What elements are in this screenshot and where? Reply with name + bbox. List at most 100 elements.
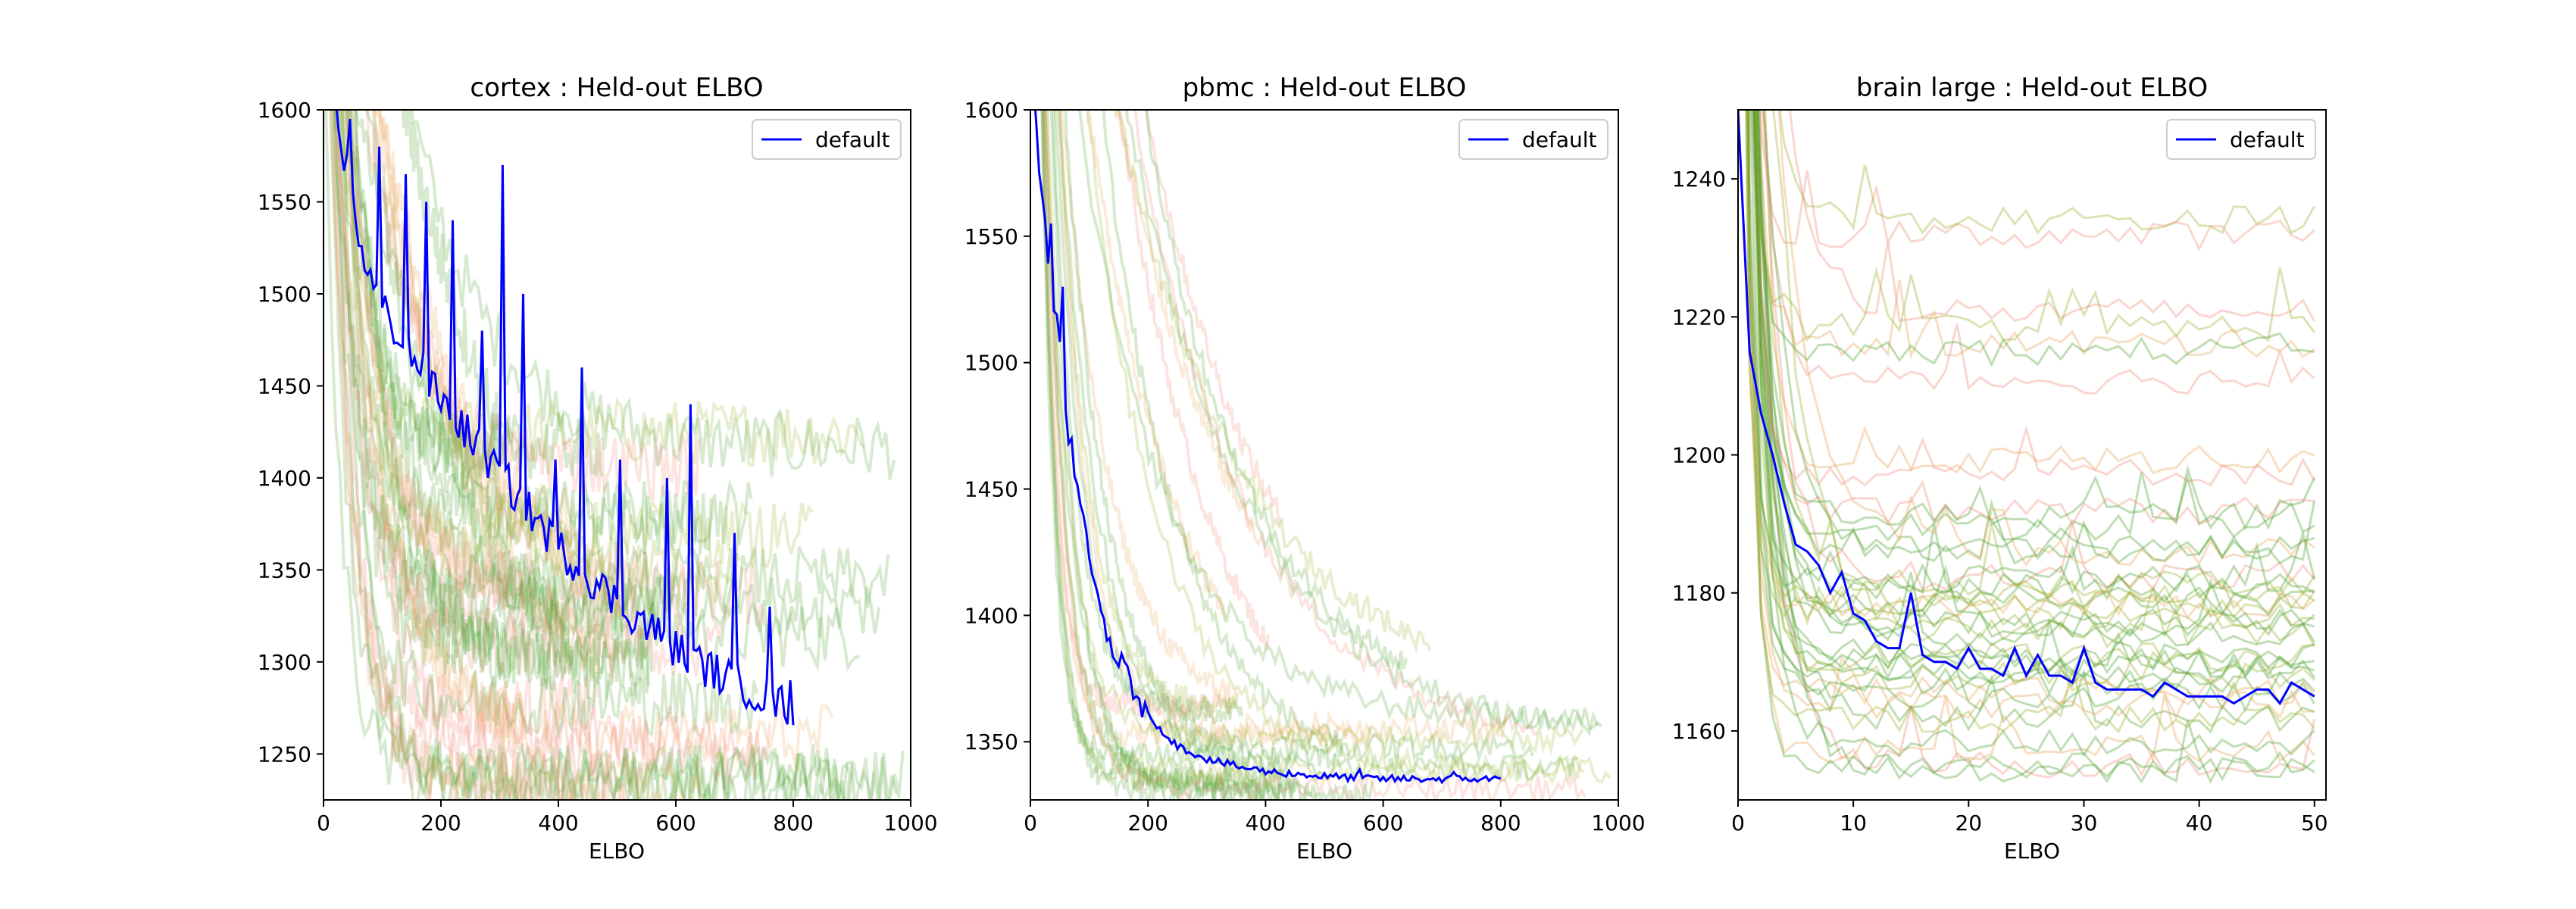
background-run-line <box>1753 110 2315 639</box>
y-tick-label: 1250 <box>258 742 311 767</box>
background-runs <box>324 110 905 800</box>
background-run-line <box>340 110 881 642</box>
series-default-line <box>1738 110 2315 706</box>
x-tick-label: 600 <box>655 811 696 836</box>
y-tick-label: 1350 <box>258 558 311 583</box>
y-tick-label: 1160 <box>1672 719 1726 744</box>
background-run-line <box>1054 110 1534 764</box>
legend: default <box>1458 119 1608 160</box>
background-run-line <box>1049 110 1281 800</box>
background-run-line <box>1750 110 2315 734</box>
background-run-line <box>1745 110 2315 734</box>
chart-title: cortex : Held-out ELBO <box>470 73 763 103</box>
x-axis-label: ELBO <box>589 839 645 864</box>
background-run-line <box>348 110 662 641</box>
background-run-line <box>350 110 713 558</box>
background-run-line <box>329 110 702 800</box>
background-run-line <box>378 110 621 617</box>
background-run-line <box>365 110 703 502</box>
background-run-line <box>1746 110 2316 714</box>
axes-frame <box>1737 109 2327 801</box>
background-run-line <box>1746 110 2315 696</box>
axes-frame <box>1030 109 1619 801</box>
background-run-line <box>1043 110 1233 792</box>
background-run-line <box>333 110 525 754</box>
background-run-line <box>1044 110 1587 800</box>
background-run-line <box>1752 110 2315 758</box>
background-run-line <box>1746 110 2316 610</box>
background-run-line <box>1040 110 1318 800</box>
background-run-line <box>1762 110 2315 395</box>
background-run-line <box>1755 110 2315 367</box>
y-axis: 1160 1180 1200 1220 1240 <box>1672 167 1738 744</box>
background-run-line <box>1746 110 2315 782</box>
x-tick-label: 1000 <box>1591 811 1645 836</box>
background-run-line <box>339 110 814 572</box>
x-tick-label: 800 <box>773 811 813 836</box>
background-run-line <box>330 110 599 742</box>
panel-cortex: cortex : Held-out ELBO 0 200 400 600 800 1000… <box>258 73 938 864</box>
background-run-line <box>1752 110 2315 673</box>
background-run-line <box>1747 110 2315 764</box>
x-axis: 0 10 20 30 40 50 <box>1731 800 2328 836</box>
background-run-line <box>1752 110 2315 527</box>
background-run-line <box>1755 110 2316 779</box>
background-run-line <box>355 110 573 670</box>
background-run-line <box>1086 110 1612 786</box>
background-run-line <box>1747 110 2316 595</box>
x-tick-label: 400 <box>1246 811 1286 836</box>
background-run-line <box>1749 110 2316 689</box>
chart-title: pbmc : Held-out ELBO <box>1183 73 1467 103</box>
background-run-line <box>1113 110 1432 654</box>
background-run-line <box>1762 110 2315 562</box>
panel-brain-large: brain large : Held-out ELBO 0 10 20 30 40 50 … <box>1672 73 2328 864</box>
background-run-line <box>1757 110 2316 531</box>
background-run-line <box>1041 110 1232 719</box>
background-run-line <box>350 110 536 610</box>
x-tick-label: 10 <box>1840 811 1867 836</box>
y-tick-label: 1400 <box>964 603 1018 628</box>
panel-pbmc: pbmc : Held-out ELBO 0 200 400 600 800 1000 1… <box>964 73 1646 864</box>
background-run-line <box>1762 110 2315 592</box>
y-tick-label: 1300 <box>258 650 311 675</box>
background-run-line <box>1058 110 1580 784</box>
background-run-line <box>373 110 614 683</box>
chart-title: brain large : Held-out ELBO <box>1856 73 2208 103</box>
legend-label-default: default <box>2230 127 2305 152</box>
x-tick-label: 30 <box>2071 811 2098 836</box>
legend-box <box>752 119 902 160</box>
background-run-line <box>345 110 724 678</box>
background-run-line <box>1144 110 1283 527</box>
legend: default <box>2166 119 2316 160</box>
background-run-line <box>340 110 700 618</box>
y-tick-label: 1600 <box>258 98 311 123</box>
x-tick-label: 400 <box>538 811 578 836</box>
background-run-line <box>1752 110 2315 677</box>
background-run-line <box>1045 110 1585 786</box>
background-run-line <box>354 110 650 704</box>
x-tick-label: 50 <box>2301 811 2328 836</box>
series-default-line <box>336 110 795 726</box>
axes-frame <box>323 109 911 801</box>
background-run-line <box>1772 110 2316 649</box>
background-run-line <box>1077 110 1603 733</box>
background-run-line <box>1064 110 1236 758</box>
y-tick-label: 1450 <box>964 477 1018 502</box>
series-default-line <box>1034 110 1502 785</box>
y-tick-label: 1400 <box>258 466 311 491</box>
y-tick-label: 1550 <box>258 189 311 214</box>
background-run-line <box>1746 110 2315 620</box>
background-run-line <box>1117 110 1255 533</box>
background-run-line <box>1777 110 2315 567</box>
background-run-line <box>335 110 646 640</box>
y-tick-label: 1550 <box>964 224 1018 249</box>
y-tick-label: 1180 <box>1672 581 1726 606</box>
x-axis: 0 200 400 600 800 1000 <box>317 800 938 836</box>
y-tick-label: 1350 <box>964 729 1018 754</box>
background-run-line <box>333 110 905 800</box>
background-run-line <box>336 110 629 800</box>
background-run-line <box>1758 110 2315 475</box>
background-run-line <box>345 110 604 479</box>
legend: default <box>752 119 902 160</box>
